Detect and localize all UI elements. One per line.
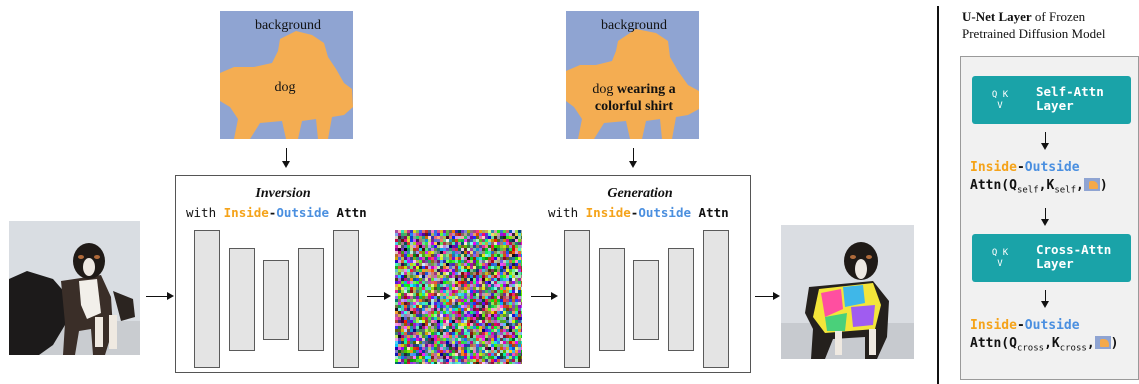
self-attn-name: Self-Attn Layer bbox=[1036, 85, 1104, 113]
generation-title: Generation bbox=[607, 186, 673, 201]
with-text: with bbox=[186, 205, 224, 220]
segmap-background-label: background bbox=[600, 18, 668, 33]
attn-end: , bbox=[1076, 178, 1084, 193]
self-attn-qkv: Q K V bbox=[986, 90, 1014, 112]
inside-outside-label-2: Inside-Outside bbox=[970, 318, 1080, 333]
panel-header: U-Net Layer of Frozen Pretrained Diffusi… bbox=[962, 8, 1139, 42]
layer-name-line1: Self-Attn bbox=[1036, 84, 1104, 99]
outside-text: Outside bbox=[1024, 160, 1080, 175]
attn-prefix: Attn(Q bbox=[970, 336, 1017, 351]
self-attn-formula: Attn(Qself,Kself,) bbox=[970, 178, 1108, 196]
dash-text: - bbox=[1016, 160, 1025, 175]
qk-label: Q K bbox=[991, 90, 1009, 100]
q-subscript: cross bbox=[1016, 343, 1045, 354]
dash-text: - bbox=[630, 205, 639, 220]
unet-encoder-bar bbox=[229, 248, 255, 351]
output-dog-photo bbox=[781, 225, 914, 359]
panel-header-line2: Pretrained Diffusion Model bbox=[962, 26, 1106, 41]
cross-attn-name: Cross-Attn Layer bbox=[1036, 243, 1111, 271]
dash-text: - bbox=[268, 205, 277, 220]
cross-attn-qkv: Q K V bbox=[986, 248, 1014, 270]
inside-text: Inside bbox=[585, 205, 631, 220]
object-label-bold: wearing a colorful shirt bbox=[594, 82, 676, 114]
panel-header-bold: U-Net Layer bbox=[962, 9, 1032, 24]
attn-prefix: Attn(Q bbox=[970, 178, 1017, 193]
unet-decoder-bar bbox=[298, 248, 324, 351]
mask-thumbnail-icon bbox=[1094, 336, 1111, 349]
cross-attn-layer-box: Q K V Cross-Attn Layer bbox=[972, 234, 1131, 282]
unet-encoder-bar bbox=[564, 230, 590, 368]
unet-encoder-bar bbox=[599, 248, 625, 351]
inside-text: Inside bbox=[970, 160, 1017, 175]
dash-text: - bbox=[1016, 318, 1025, 333]
dog-mask-shape bbox=[566, 29, 699, 139]
unet-decoder-bar bbox=[668, 248, 694, 351]
inside-outside-label-1: Inside-Outside bbox=[970, 160, 1080, 175]
panel-header-line1: U-Net Layer of Frozen bbox=[962, 8, 1139, 25]
v-label: V bbox=[997, 101, 1003, 111]
object-label-plain: dog bbox=[592, 82, 617, 97]
panel-header-rest: of Frozen bbox=[1031, 9, 1086, 24]
layer-name-line2: Layer bbox=[1036, 256, 1074, 271]
noise-latent-image bbox=[395, 230, 522, 364]
panel-divider bbox=[937, 6, 939, 384]
k-subscript: cross bbox=[1059, 343, 1087, 354]
mask-thumbnail-icon bbox=[1083, 178, 1100, 191]
inside-text: Inside bbox=[223, 205, 269, 220]
q-subscript: self bbox=[1016, 185, 1039, 196]
attn-close: ) bbox=[1099, 178, 1108, 193]
dog-mask-shape bbox=[220, 31, 353, 139]
generation-subtitle: with Inside-Outside Attn bbox=[548, 205, 729, 220]
qk-label: Q K bbox=[991, 248, 1009, 258]
attn-mid: ,K bbox=[1038, 178, 1055, 193]
self-attn-layer-box: Q K V Self-Attn Layer bbox=[972, 76, 1131, 124]
segmap-input: background dog bbox=[220, 11, 353, 139]
input-dog-photo bbox=[9, 221, 140, 355]
inversion-title: Inversion bbox=[255, 186, 311, 201]
outside-text: Outside bbox=[638, 205, 692, 220]
attn-end: , bbox=[1086, 336, 1095, 351]
unet-bottleneck-bar bbox=[263, 260, 289, 340]
attn-mid: ,K bbox=[1044, 336, 1060, 351]
attn-text: Attn bbox=[691, 205, 729, 220]
unet-encoder-bar bbox=[194, 230, 220, 368]
outside-text: Outside bbox=[1024, 318, 1080, 333]
unet-decoder-bar bbox=[333, 230, 359, 368]
segmap-object-label: dog wearing a colorful shirt bbox=[570, 81, 698, 115]
k-subscript: self bbox=[1054, 185, 1076, 196]
attn-text: Attn bbox=[329, 205, 367, 220]
layer-name-line1: Cross-Attn bbox=[1036, 242, 1112, 257]
segmap-background-label: background bbox=[254, 18, 322, 33]
segmap-target: background dog wearing a colorful shirt bbox=[566, 11, 699, 139]
segmap-object-label: dog bbox=[274, 80, 296, 95]
unet-bottleneck-bar bbox=[633, 260, 659, 340]
with-text: with bbox=[548, 205, 586, 220]
outside-text: Outside bbox=[276, 205, 330, 220]
v-label: V bbox=[997, 259, 1003, 269]
cross-attn-formula: Attn(Qcross,Kcross,) bbox=[970, 336, 1118, 354]
layer-name-line2: Layer bbox=[1036, 98, 1074, 113]
unet-decoder-bar bbox=[703, 230, 729, 368]
inside-text: Inside bbox=[970, 318, 1017, 333]
inversion-subtitle: with Inside-Outside Attn bbox=[186, 205, 367, 220]
attn-close: ) bbox=[1110, 336, 1119, 351]
